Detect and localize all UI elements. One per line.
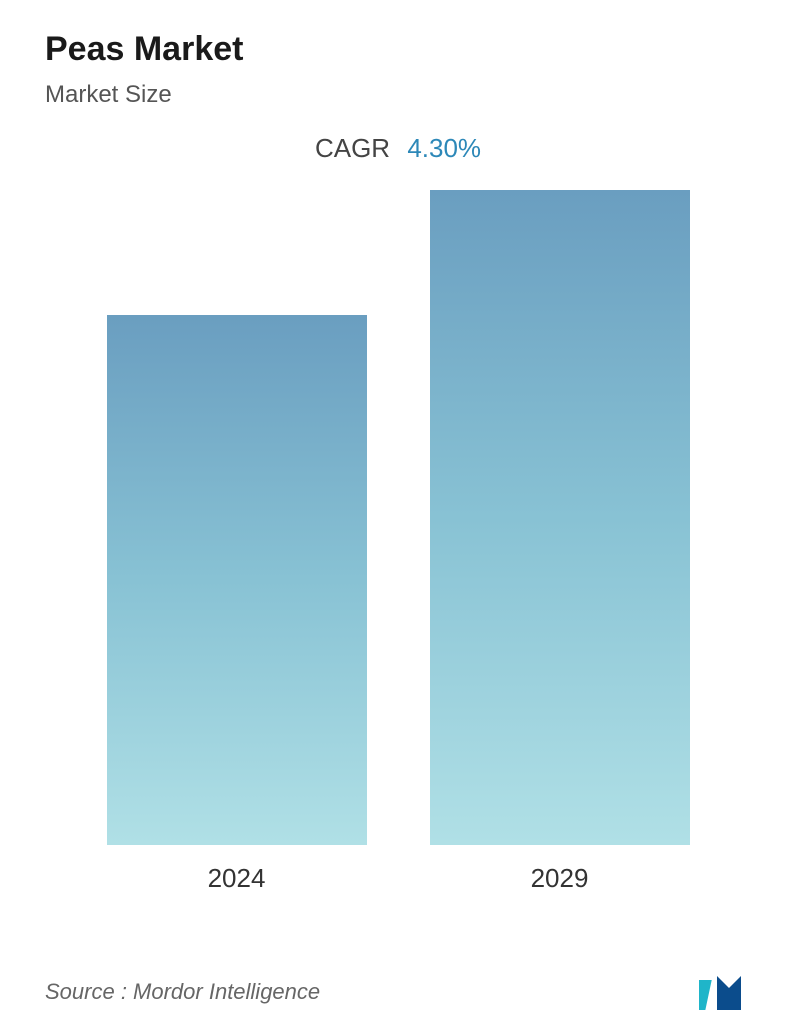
bar-label-2029: 2029 — [531, 863, 589, 894]
source-attribution: Source : Mordor Intelligence — [45, 979, 320, 1005]
mordor-logo-icon — [699, 974, 751, 1010]
cagr-value: 4.30% — [407, 133, 481, 163]
chart-footer: Source : Mordor Intelligence — [45, 974, 751, 1010]
bar-2029 — [430, 190, 690, 845]
bar-group-2029: 2029 — [430, 190, 690, 894]
chart-subtitle: Market Size — [45, 81, 751, 109]
cagr-label: CAGR — [315, 133, 390, 163]
cagr-row: CAGR 4.30% — [45, 133, 751, 164]
chart-title: Peas Market — [45, 30, 751, 69]
bar-chart: 2024 2029 — [45, 194, 751, 894]
bar-group-2024: 2024 — [107, 315, 367, 894]
bar-2024 — [107, 315, 367, 845]
bar-label-2024: 2024 — [208, 863, 266, 894]
